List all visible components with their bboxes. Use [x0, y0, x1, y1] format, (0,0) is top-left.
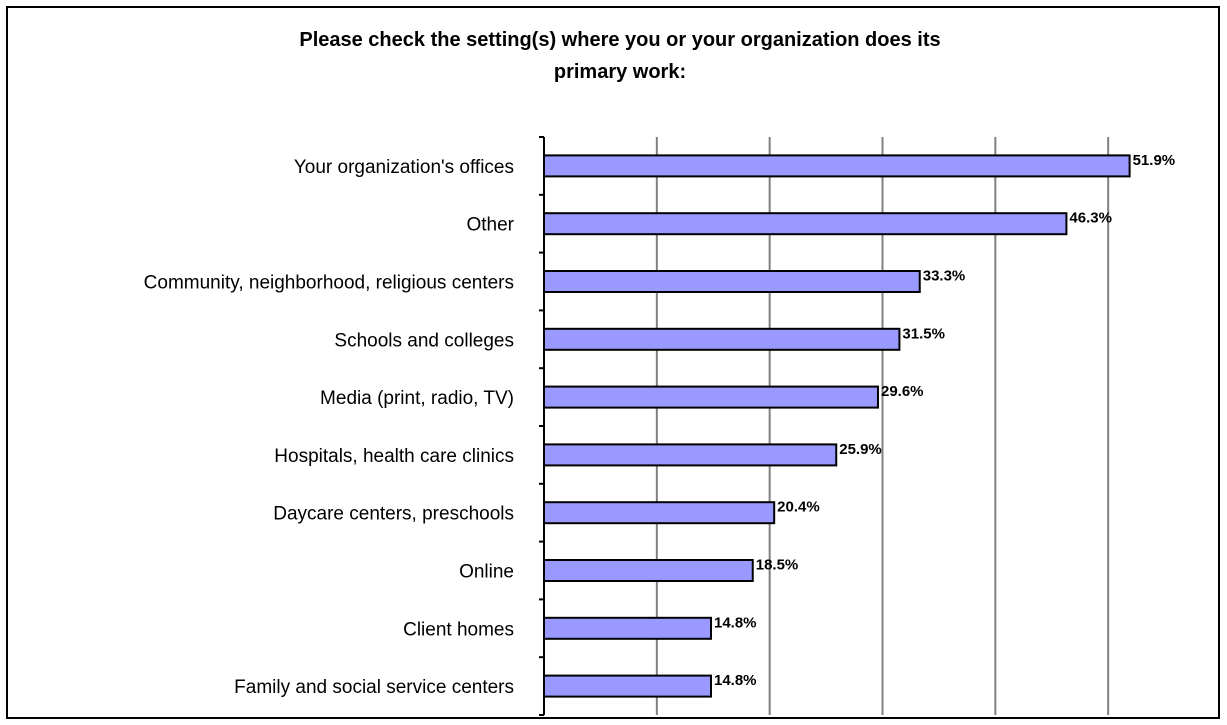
category-label: Client homes	[403, 619, 514, 640]
value-label: 51.9%	[1133, 152, 1176, 169]
chart-title-line-1: Please check the setting(s) where you or…	[299, 29, 941, 51]
chart-title: Please check the setting(s) where you or…	[150, 24, 1090, 88]
bar	[543, 674, 712, 698]
category-label: Family and social service centers	[234, 677, 514, 698]
value-label: 14.8%	[714, 672, 757, 689]
value-label: 29.6%	[881, 383, 924, 400]
chart-title-line-2: primary work:	[553, 61, 687, 83]
bar	[543, 501, 776, 525]
bar	[543, 616, 712, 640]
bar	[543, 385, 879, 409]
value-label: 20.4%	[777, 499, 820, 516]
bar	[543, 270, 921, 293]
bar	[543, 154, 1131, 178]
bar	[543, 559, 754, 582]
value-label: 18.5%	[756, 557, 799, 574]
value-label: 46.3%	[1069, 210, 1112, 227]
category-label: Your organization's offices	[294, 157, 514, 178]
category-label: Community, neighborhood, religious cente…	[144, 273, 514, 294]
bar	[543, 443, 838, 467]
category-label: Hospitals, health care clinics	[274, 446, 514, 467]
category-label: Daycare centers, preschools	[273, 504, 514, 525]
value-label: 25.9%	[839, 441, 882, 458]
category-label: Media (print, radio, TV)	[320, 388, 514, 409]
value-label: 31.5%	[902, 325, 945, 342]
category-label: Schools and colleges	[334, 330, 514, 351]
category-label: Online	[459, 562, 514, 583]
category-label: Other	[466, 215, 514, 236]
value-label: 14.8%	[714, 614, 757, 631]
bar	[543, 212, 1068, 236]
value-label: 33.3%	[923, 268, 966, 285]
chart-frame	[6, 6, 1220, 719]
bar	[543, 327, 901, 351]
